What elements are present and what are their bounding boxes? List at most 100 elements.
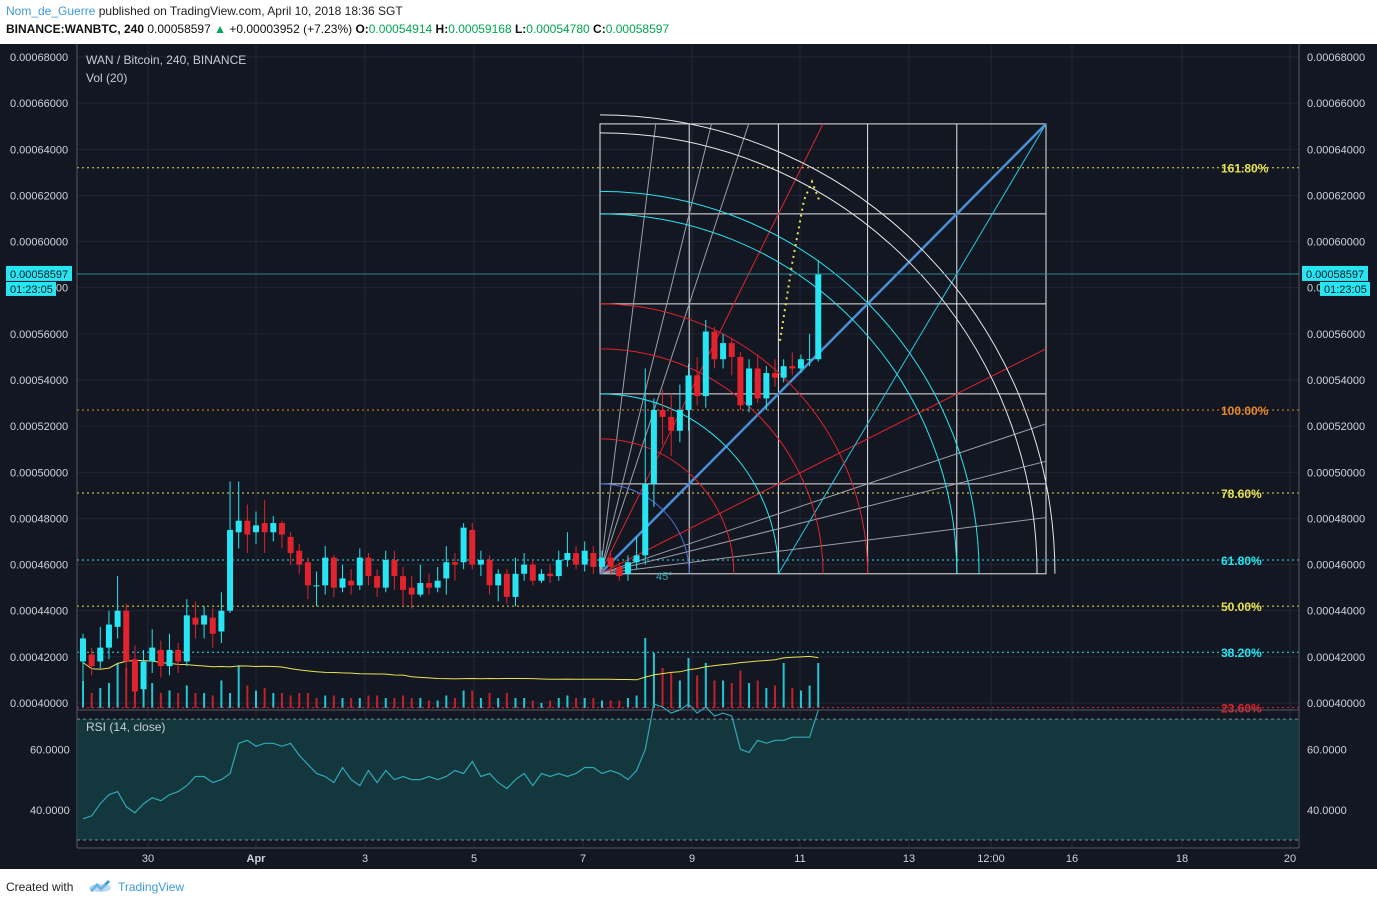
candle-body bbox=[538, 573, 545, 581]
volume-bar bbox=[808, 685, 811, 708]
candle-body bbox=[426, 583, 432, 588]
candle-body bbox=[270, 523, 277, 533]
y-tick-right: 0.00060000 bbox=[1307, 237, 1365, 249]
candle-body bbox=[529, 564, 536, 581]
volume-bar bbox=[644, 638, 647, 708]
volume-bar bbox=[82, 680, 84, 708]
chart-title: WAN / Bitcoin, 240, BINANCE bbox=[86, 53, 246, 67]
volume-bar bbox=[661, 668, 664, 708]
volume-bar bbox=[748, 683, 751, 708]
rsi-tick-left: 60.0000 bbox=[30, 744, 70, 756]
volume-bar bbox=[756, 680, 759, 708]
volume-bar bbox=[116, 663, 119, 708]
volume-bar bbox=[713, 680, 716, 708]
price-change: +0.00003952 (+7.23%) bbox=[229, 22, 353, 36]
candle-body bbox=[114, 610, 121, 627]
x-tick-label: 3 bbox=[362, 853, 368, 865]
candle-body bbox=[772, 373, 778, 378]
gann-fan-line bbox=[599, 123, 657, 574]
last-price: 0.00058597 bbox=[147, 22, 211, 36]
y-tick-left: 0.00046000 bbox=[10, 560, 68, 572]
y-tick-left: 0.00042000 bbox=[10, 652, 68, 664]
chart-canvas[interactable]: 161.80% 100.00% 78.60% 61.80% 50.00% 38.20% 23… bbox=[0, 44, 1377, 869]
volume-indicator-label: Vol (20) bbox=[86, 71, 127, 85]
candle-body bbox=[624, 562, 631, 574]
candle-body bbox=[789, 366, 796, 369]
candle-body bbox=[157, 649, 164, 667]
volume-bar bbox=[618, 700, 621, 708]
candle-body bbox=[304, 562, 311, 586]
volume-bar bbox=[203, 693, 206, 708]
candle-body bbox=[313, 585, 320, 587]
gann-fan-line bbox=[599, 123, 712, 574]
candle-body bbox=[581, 550, 588, 565]
y-tick-right: 0.00054000 bbox=[1307, 375, 1365, 387]
x-tick-label: 12:00 bbox=[977, 853, 1005, 865]
fib-label: 38.20% bbox=[1221, 646, 1262, 660]
volume-bar bbox=[159, 693, 162, 708]
volume-bar bbox=[419, 698, 422, 708]
candle-body bbox=[633, 555, 640, 563]
candle-body bbox=[131, 659, 138, 692]
chart-header: Nom_de_Guerre published on TradingView.c… bbox=[0, 0, 1377, 44]
volume-bar bbox=[255, 690, 257, 708]
gann-arc bbox=[599, 393, 779, 574]
gann-arc bbox=[599, 114, 1056, 574]
volume-bar bbox=[514, 698, 517, 708]
y-tick-left: 0.00064000 bbox=[10, 144, 68, 156]
volume-bar bbox=[791, 688, 794, 708]
volume-bar bbox=[670, 673, 673, 708]
volume-bar bbox=[601, 700, 603, 708]
candle-body bbox=[477, 559, 484, 565]
volume-bar bbox=[428, 700, 430, 708]
candle-body bbox=[460, 527, 467, 563]
candle-body bbox=[547, 573, 554, 577]
candle-body bbox=[278, 523, 285, 535]
candle-body bbox=[599, 557, 605, 567]
y-tick-right: 0.00052000 bbox=[1307, 421, 1365, 433]
candle-body bbox=[780, 366, 787, 378]
y-tick-right: 0.00068000 bbox=[1307, 52, 1365, 64]
volume-bar bbox=[341, 698, 344, 708]
volume-bar bbox=[652, 653, 655, 708]
candle-body bbox=[728, 343, 735, 357]
fib-label: 161.80% bbox=[1221, 162, 1269, 176]
candles bbox=[80, 260, 822, 703]
rsi-tick-left: 40.0000 bbox=[30, 805, 70, 817]
gann-fan-line bbox=[599, 123, 750, 574]
y-tick-left: 0.00044000 bbox=[10, 606, 68, 618]
x-tick-label: 30 bbox=[142, 853, 154, 865]
volume-bar bbox=[306, 693, 309, 708]
candle-body bbox=[616, 566, 623, 577]
x-tick-label: 5 bbox=[471, 853, 477, 865]
tradingview-link[interactable]: TradingView bbox=[118, 880, 185, 894]
volume-bar bbox=[332, 695, 335, 708]
high-value: 0.00059168 bbox=[448, 22, 512, 36]
candle-body bbox=[746, 368, 753, 406]
volume-bar bbox=[402, 695, 405, 708]
gann-fan-line bbox=[599, 460, 1047, 575]
author-link[interactable]: Nom_de_Guerre bbox=[6, 4, 96, 18]
volume-bar bbox=[280, 693, 283, 708]
fib-label: 78.60% bbox=[1221, 487, 1262, 501]
publish-info: published on TradingView.com, April 10, … bbox=[98, 4, 403, 18]
y-tick-right: 0.00066000 bbox=[1307, 98, 1365, 110]
volume-bar bbox=[488, 693, 491, 708]
volume-bar bbox=[497, 698, 500, 708]
candle-body bbox=[235, 520, 242, 533]
up-arrow-icon: ▲ bbox=[214, 22, 226, 36]
candle-body bbox=[642, 483, 649, 556]
candle-body bbox=[503, 573, 510, 597]
volume-bar bbox=[765, 688, 768, 708]
candle-body bbox=[209, 617, 216, 634]
volume-bar bbox=[505, 693, 508, 708]
volume-bar bbox=[220, 680, 223, 708]
candle-body bbox=[668, 416, 675, 431]
volume-bar bbox=[177, 693, 180, 708]
y-tick-left: 0.00050000 bbox=[10, 467, 68, 479]
volume-bar bbox=[151, 683, 154, 708]
volume-bar bbox=[185, 685, 188, 708]
candle-body bbox=[227, 529, 234, 611]
y-tick-right: 0.00062000 bbox=[1307, 190, 1365, 202]
low-label: L: bbox=[514, 22, 527, 36]
